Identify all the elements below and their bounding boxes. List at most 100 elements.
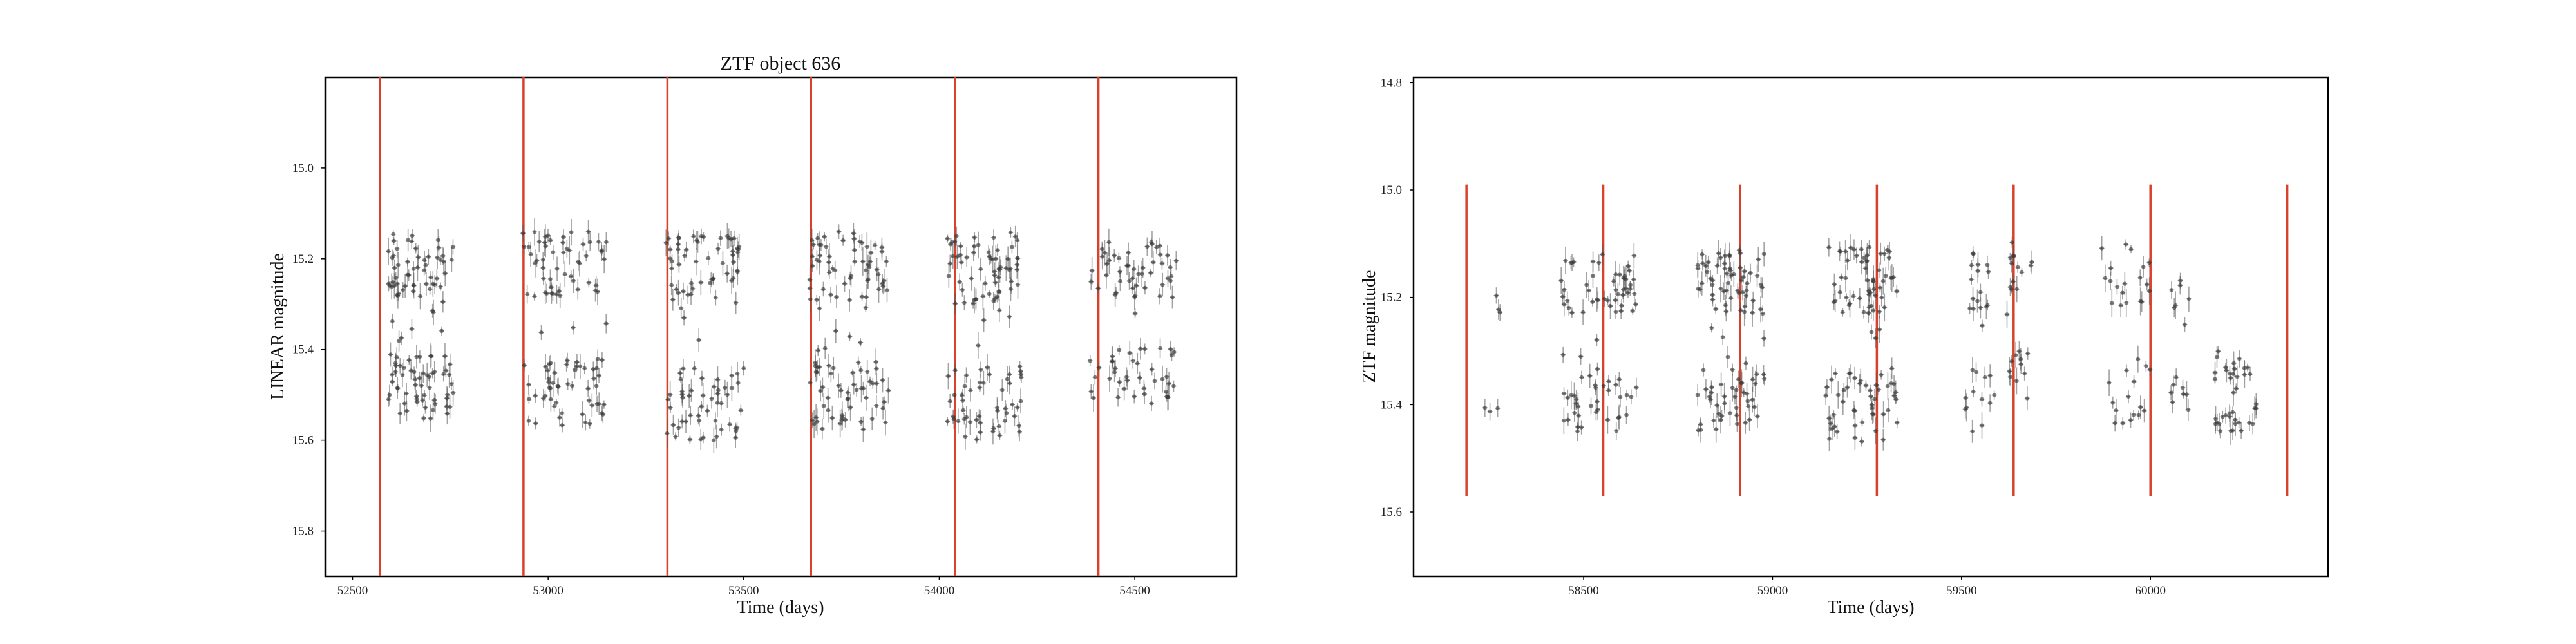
right-data-point	[1894, 285, 1900, 298]
left-data-point	[591, 368, 597, 390]
right-data-point	[1617, 263, 1623, 286]
left-data-point	[596, 368, 602, 384]
left-data-point	[692, 361, 697, 376]
left-data-point	[1135, 352, 1141, 374]
left-data-point	[720, 251, 726, 276]
left-data-point	[389, 366, 395, 383]
right-data-point	[1714, 393, 1720, 418]
left-data-point	[1009, 240, 1015, 254]
left-data-point	[601, 245, 607, 274]
left-data-point	[435, 246, 440, 269]
right-data-point	[1707, 390, 1712, 404]
left-data-point	[711, 378, 717, 396]
left-data-point	[589, 393, 595, 417]
left-data-point	[406, 269, 412, 281]
left-data-point	[869, 407, 875, 430]
right-data-point	[1880, 401, 1886, 428]
left-data-point	[592, 279, 598, 302]
left-data-point	[990, 292, 996, 310]
left-data-point	[848, 265, 854, 287]
right-data-point	[2137, 287, 2143, 316]
right-data-point	[1967, 302, 1973, 314]
left-data-point	[443, 364, 449, 377]
left-data-point	[1135, 265, 1141, 283]
right-data-point	[2252, 396, 2258, 421]
right-data-point	[1740, 270, 1746, 284]
left-data-point	[594, 377, 600, 395]
right-data-point	[1975, 289, 1980, 313]
left-data-point	[976, 409, 982, 424]
left-data-point	[569, 381, 575, 391]
left-data-point	[430, 399, 436, 421]
left-data-point	[392, 259, 397, 277]
right-data-point	[1739, 369, 1745, 398]
left-data-point	[718, 396, 724, 410]
right-data-points	[1482, 234, 2259, 451]
left-data-point	[1157, 288, 1162, 305]
right-data-point	[2146, 258, 2152, 267]
right-data-point	[1848, 234, 1854, 261]
right-data-point	[1872, 388, 1878, 410]
left-data-point	[958, 250, 963, 260]
right-data-point	[2011, 274, 2016, 289]
right-data-point	[1851, 401, 1857, 420]
right-data-point	[1710, 286, 1716, 304]
left-data-point	[395, 252, 401, 278]
left-data-point	[698, 269, 704, 295]
left-data-point	[575, 252, 581, 272]
left-data-point	[847, 289, 853, 312]
right-data-point	[2237, 350, 2242, 368]
right-data-point	[2128, 412, 2134, 428]
left-data-point	[665, 392, 671, 407]
left-data-point	[1166, 372, 1172, 395]
right-data-point	[1747, 408, 1752, 431]
right-data-point	[2122, 272, 2128, 296]
left-data-point	[390, 276, 396, 289]
left-data-point	[995, 399, 1001, 423]
right-data-point	[1630, 307, 1636, 315]
left-data-point	[410, 287, 416, 296]
left-data-point	[1121, 377, 1127, 401]
left-data-point	[1130, 282, 1135, 294]
left-data-point	[833, 319, 838, 343]
left-data-point	[554, 285, 560, 304]
left-data-point	[815, 345, 821, 357]
left-data-point	[399, 363, 405, 388]
left-data-point	[670, 288, 676, 311]
right-x-axis-label: Time (days)	[1827, 598, 1914, 618]
right-data-point	[1877, 283, 1883, 293]
right-data-point	[1837, 241, 1842, 261]
left-data-point	[839, 408, 845, 431]
left-data-point	[826, 397, 831, 423]
right-data-point	[1730, 363, 1736, 376]
left-data-point	[699, 370, 705, 386]
left-data-point	[559, 408, 565, 418]
left-x-tick-label: 54000	[924, 584, 955, 598]
left-data-point	[533, 417, 538, 430]
right-data-point	[1969, 260, 1975, 271]
right-data-point	[1873, 328, 1879, 348]
right-data-point	[1891, 267, 1897, 288]
right-data-point	[1716, 239, 1721, 267]
left-data-point	[531, 292, 537, 301]
right-data-point	[2245, 363, 2251, 372]
right-data-point	[1741, 298, 1747, 327]
right-data-point	[1589, 297, 1595, 307]
left-data-point	[987, 248, 992, 265]
left-data-point	[1126, 272, 1132, 290]
left-y-axis-label: LINEAR magnitude	[268, 253, 288, 400]
right-data-point	[1724, 269, 1730, 278]
right-data-point	[1752, 397, 1757, 417]
right-data-point	[1584, 272, 1589, 298]
left-data-point	[521, 239, 527, 254]
left-data-point	[731, 230, 737, 247]
left-data-point	[603, 314, 609, 334]
left-data-point	[735, 373, 741, 393]
right-data-point	[1586, 279, 1592, 301]
left-data-point	[945, 234, 951, 243]
left-data-point	[729, 267, 735, 294]
right-data-point	[1882, 293, 1888, 322]
left-plot-frame	[324, 76, 1238, 578]
left-data-point	[808, 378, 813, 388]
